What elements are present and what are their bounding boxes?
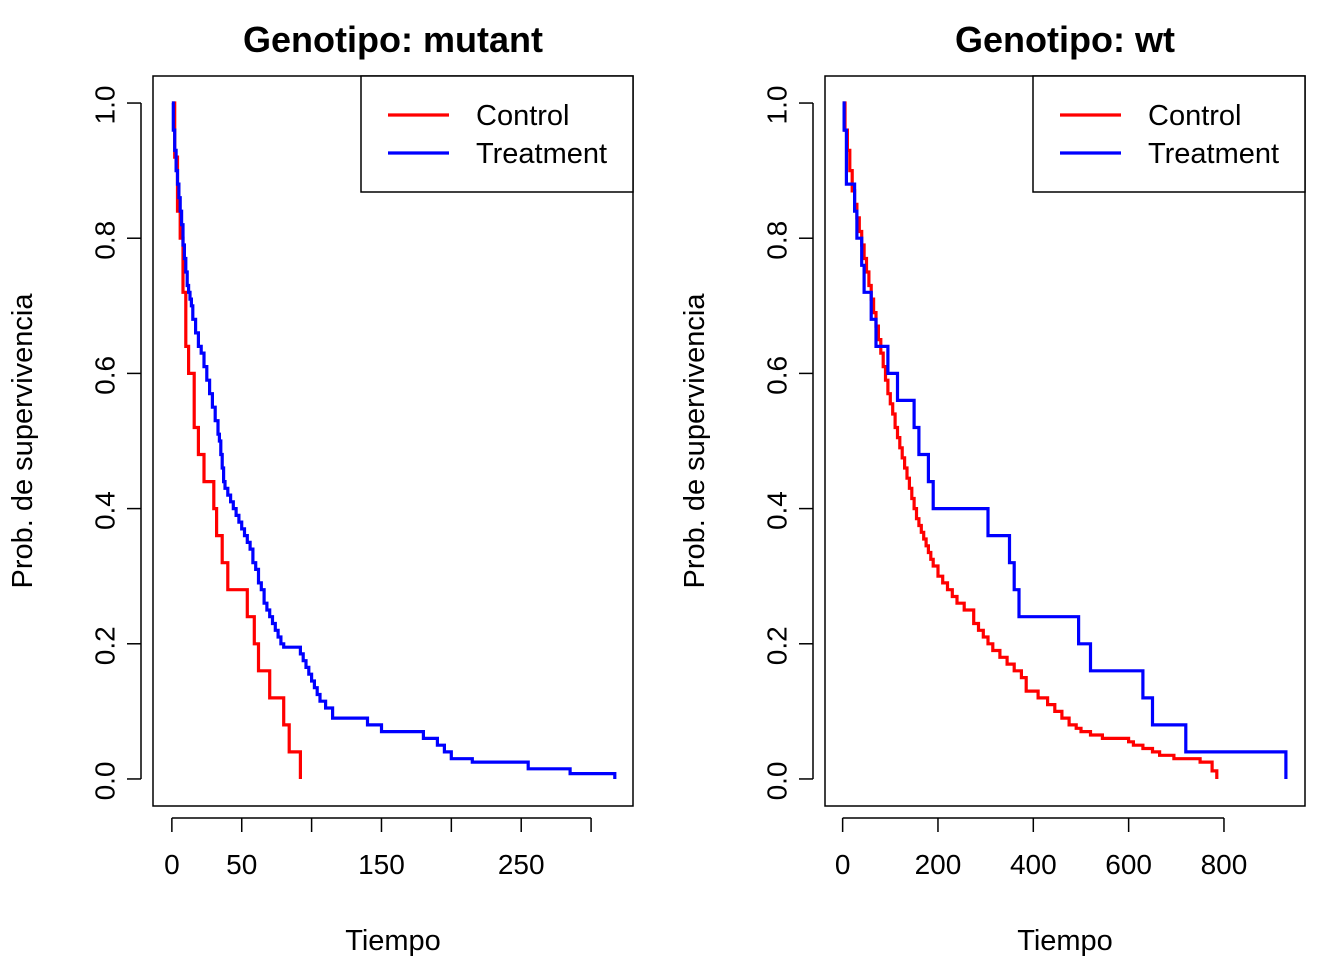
legend: Control Treatment	[360, 75, 634, 193]
y-tick-label: 0.2	[89, 626, 120, 665]
y-tick-label: 0.0	[761, 761, 792, 800]
legend-box	[1032, 75, 1306, 193]
x-tick-label: 400	[1010, 849, 1057, 880]
panel-mutant: Genotipo: mutant 0 50 150 250 0.0 0.2 0.4 0.6 0.…	[7, 19, 634, 957]
x-axis-label: Tiempo	[345, 925, 441, 957]
series-line-treatment	[842, 101, 1288, 779]
axis-ticks: 0 200 400 600 800 0.0 0.2 0.4 0.6 0.8 1.0	[761, 86, 1247, 880]
legend: Control Treatment	[1032, 75, 1306, 193]
series-lines	[171, 101, 617, 779]
legend-label: Treatment	[476, 138, 607, 170]
x-tick-label: 150	[358, 849, 405, 880]
y-tick-label: 0.4	[89, 491, 120, 530]
x-tick-label: 0	[164, 849, 180, 880]
x-tick-label: 50	[226, 849, 257, 880]
x-axis-label: Tiempo	[1017, 925, 1113, 957]
chart-title: Genotipo: mutant	[243, 19, 543, 60]
legend-label: Treatment	[1148, 138, 1279, 170]
x-tick-label: 0	[835, 849, 851, 880]
y-axis-label: Prob. de supervivencia	[679, 293, 711, 589]
panel-wt: Genotipo: wt 0 200 400 600 800 0.0 0.2 0.4 0.6 0.…	[679, 19, 1306, 957]
x-tick-label: 600	[1105, 849, 1152, 880]
x-tick-label: 250	[498, 849, 545, 880]
y-tick-label: 1.0	[761, 86, 792, 125]
legend-label: Control	[476, 100, 570, 132]
y-tick-label: 0.0	[89, 761, 120, 800]
series-lines	[842, 101, 1288, 779]
y-tick-label: 0.8	[761, 221, 792, 260]
y-tick-label: 0.6	[761, 356, 792, 395]
y-axis-label: Prob. de supervivencia	[7, 293, 39, 589]
y-tick-label: 0.8	[89, 221, 120, 260]
y-tick-label: 0.4	[761, 491, 792, 530]
x-tick-label: 200	[915, 849, 962, 880]
chart-title: Genotipo: wt	[955, 19, 1175, 60]
legend-label: Control	[1148, 100, 1242, 132]
series-line-control	[842, 101, 1219, 779]
series-line-control	[171, 101, 302, 779]
y-tick-label: 1.0	[89, 86, 120, 125]
y-tick-label: 0.2	[761, 626, 792, 665]
x-tick-label: 800	[1201, 849, 1248, 880]
axis-ticks: 0 50 150 250 0.0 0.2 0.4 0.6 0.8 1.0	[89, 86, 592, 880]
y-tick-label: 0.6	[89, 356, 120, 395]
legend-box	[360, 75, 634, 193]
series-line-treatment	[171, 101, 617, 779]
